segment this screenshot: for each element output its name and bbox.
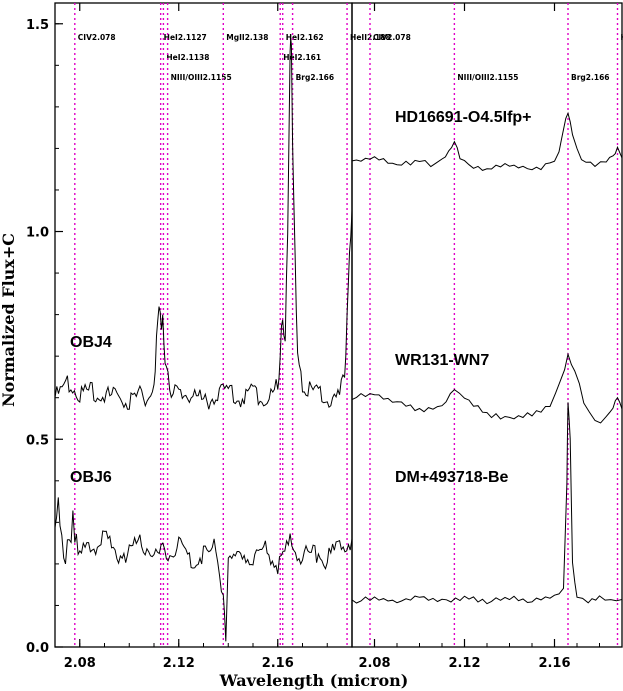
series-label: OBJ4 xyxy=(70,334,112,351)
x-tick-label: 2.08 xyxy=(64,656,96,671)
x-tick-label: 2.12 xyxy=(163,656,195,671)
line-label: HeII2.188 xyxy=(621,33,623,42)
series-label: DM+493718-Be xyxy=(395,469,509,486)
line-label: NIII/OIII2.1155 xyxy=(457,73,518,82)
line-label: Brg2.166 xyxy=(296,73,335,82)
line-label: CIV2.078 xyxy=(373,33,411,42)
series-label: HD16691-O4.5Ifp+ xyxy=(395,109,532,126)
y-tick-label: 1.5 xyxy=(26,18,49,33)
series-label: OBJ6 xyxy=(70,469,112,486)
x-tick-label: 2.12 xyxy=(448,656,480,671)
series-line xyxy=(352,352,622,424)
y-tick-label: 1.0 xyxy=(26,226,49,241)
series-line xyxy=(352,111,622,171)
x-tick-label: 2.16 xyxy=(262,656,294,671)
line-label: NIII/OIII2.1155 xyxy=(171,73,232,82)
line-label: HeI2.1138 xyxy=(166,53,209,62)
series-line xyxy=(55,38,352,410)
x-tick-label: 2.16 xyxy=(538,656,570,671)
line-label: HeI2.161 xyxy=(283,53,321,62)
line-label: HeI2.162 xyxy=(286,33,324,42)
line-label: Brg2.166 xyxy=(571,73,610,82)
y-tick-label: 0.0 xyxy=(26,641,49,656)
series-line xyxy=(55,497,352,642)
series-line xyxy=(352,402,622,605)
line-label: MgII2.138 xyxy=(226,33,268,42)
plot-frame xyxy=(351,2,623,648)
line-label: HeI2.1127 xyxy=(164,33,207,42)
panel-left: CIV2.078 HeI2.1127 HeI2.1138 NIII/OIII2.115… xyxy=(26,2,391,671)
line-label: CIV2.078 xyxy=(78,33,116,42)
line-label: HeII2.188 xyxy=(350,33,391,42)
y-axis-label: Normalized Flux+C xyxy=(0,233,18,407)
y-tick-label: 0.5 xyxy=(26,433,49,448)
x-axis-label: Wavelength (micron) xyxy=(219,671,409,690)
panel-right: CIV2.078 NIII/OIII2.1155 Brg2.166 HeII2.188… xyxy=(351,2,623,671)
series-label: WR131-WN7 xyxy=(395,352,489,369)
x-tick-label: 2.08 xyxy=(358,656,390,671)
